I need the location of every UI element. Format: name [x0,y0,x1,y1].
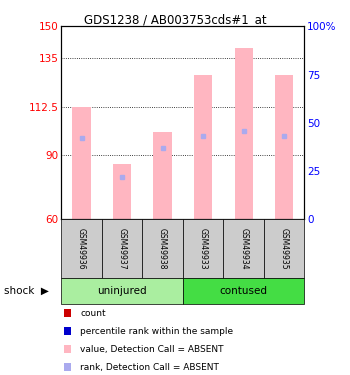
Bar [61,219,102,278]
Text: GSM49936: GSM49936 [77,228,86,269]
Bar [64,345,71,352]
Bar [234,48,253,219]
Bar [64,363,71,370]
Bar [102,219,142,278]
Bar [142,219,183,278]
Text: GSM49935: GSM49935 [280,228,289,269]
Text: GSM49934: GSM49934 [239,228,248,269]
Bar [64,327,71,334]
Text: value, Detection Call = ABSENT: value, Detection Call = ABSENT [80,345,224,354]
Text: count: count [80,309,106,318]
Bar [264,219,304,278]
Text: uninjured: uninjured [97,286,147,296]
Bar [72,107,91,219]
Text: GSM49938: GSM49938 [158,228,167,269]
Text: GSM49937: GSM49937 [118,228,127,269]
Bar [275,75,293,219]
Text: percentile rank within the sample: percentile rank within the sample [80,327,234,336]
Text: GDS1238 / AB003753cds#1_at: GDS1238 / AB003753cds#1_at [84,13,266,26]
Text: GSM49933: GSM49933 [199,228,208,269]
Bar [183,219,223,278]
Bar [113,164,131,219]
Bar [64,309,71,316]
Text: contused: contused [220,286,268,296]
Bar [194,75,212,219]
Bar [183,278,304,304]
Bar [61,278,183,304]
Text: rank, Detection Call = ABSENT: rank, Detection Call = ABSENT [80,363,219,372]
Bar [154,132,172,219]
Text: shock  ▶: shock ▶ [4,286,48,296]
Bar [223,219,264,278]
